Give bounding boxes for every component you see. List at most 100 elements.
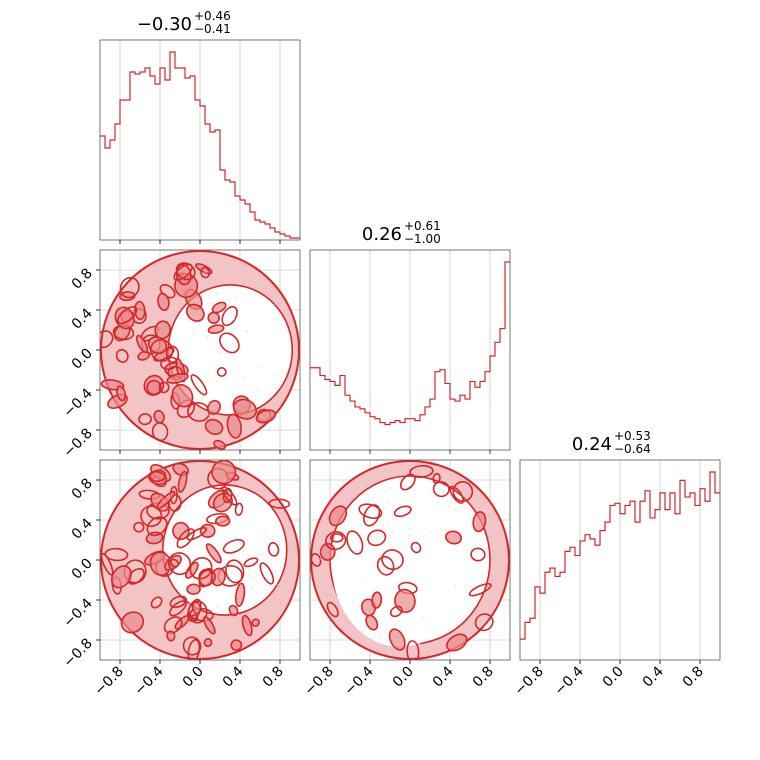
contour-island [222,538,245,554]
contour-island [189,607,214,622]
sample-point [197,441,200,443]
sample-point [138,611,141,614]
sample-point [429,493,432,496]
sample-point [178,306,181,309]
sample-point [473,622,475,625]
contour-island [367,529,387,547]
sample-point [208,294,210,297]
contour-island [157,292,170,312]
sample-point [251,587,254,590]
sample-point [243,375,246,378]
contour-island [470,547,486,562]
y-tick-label: −0.4 [60,385,95,420]
sample-point [448,505,451,508]
sample-point [144,495,146,498]
sample-point [263,528,266,530]
title-median-p1: 0.26 [362,224,402,245]
sample-point [407,527,410,530]
contour-island [149,469,167,483]
sample-point [188,603,191,605]
contour-island [203,638,213,648]
sample-point [158,331,160,333]
sample-point [388,502,390,504]
contour-island [163,616,183,634]
sample-point [119,344,122,347]
x-tick-label: −0.8 [511,664,546,699]
sample-point [428,530,431,533]
sample-point [408,534,411,537]
title-minus-p1: −1.00 [404,232,441,246]
contour-island [167,552,192,576]
contour-island [432,481,450,498]
contour-island [445,530,463,545]
sample-point [401,584,404,587]
contour-island [150,596,163,609]
contour-island [115,348,129,363]
sample-point [318,587,321,590]
contour-island [166,630,176,642]
contour-island [146,516,168,537]
sample-point [384,507,387,510]
sample-point [177,525,180,528]
contour-island [175,262,196,281]
y-tick-label: 0.4 [69,305,96,332]
x-tick-label: 0.4 [430,663,457,690]
contour-island [268,498,291,509]
contour-island [393,505,412,518]
contour-island [216,367,227,377]
sample-point [276,300,279,303]
sample-point [151,634,153,637]
sample-point [258,366,260,369]
contour-island [100,552,114,576]
sample-point [388,487,391,489]
x-tick-label: 0.8 [470,664,497,691]
sample-point [276,583,279,586]
sample-point [401,469,404,471]
contour-island [100,330,114,349]
contour-island [189,557,213,580]
contour-island [140,505,163,528]
sample-point [225,566,227,568]
sample-point [453,508,456,511]
contour-island [195,263,213,275]
contour-island [221,486,238,506]
title-median-p0: −0.30 [137,14,192,35]
sample-point [274,303,277,305]
contour-island [166,372,189,384]
contour-island [371,591,383,609]
sample-point [327,530,330,533]
sample-point [162,394,164,397]
histogram-panel-p2: −0.8 −0.4 0.0 0.4 0.8 0.24 +0.53−0.64 [511,429,721,699]
sample-point [207,255,209,258]
sample-point [437,469,439,471]
contour-island [234,502,244,516]
sample-point [274,594,277,597]
histogram-p1 [310,261,510,426]
sample-point [209,581,211,584]
sample-point [276,374,278,377]
sample-point [196,633,198,635]
sample-point [421,617,424,619]
sample-point [200,280,203,283]
sample-point [208,403,211,405]
contour-island [182,636,202,656]
inner-contour-ring [161,484,288,616]
sample-point [454,584,456,587]
contour-island [169,558,180,568]
contour-island [381,549,404,571]
x-tick-label: 0.4 [640,663,667,690]
sample-point [206,336,209,338]
contour-island [134,300,146,321]
sample-point [215,606,218,609]
sample-point [186,636,188,639]
sample-point [391,531,394,533]
contour-island [177,470,188,493]
title-minus-p0: −0.41 [194,22,231,36]
title-plus-p1: +0.61 [404,219,441,233]
sample-point [206,424,208,427]
contour-island [149,339,174,362]
contour-island [153,409,165,424]
sample-point [358,637,361,639]
sample-point [341,549,343,552]
